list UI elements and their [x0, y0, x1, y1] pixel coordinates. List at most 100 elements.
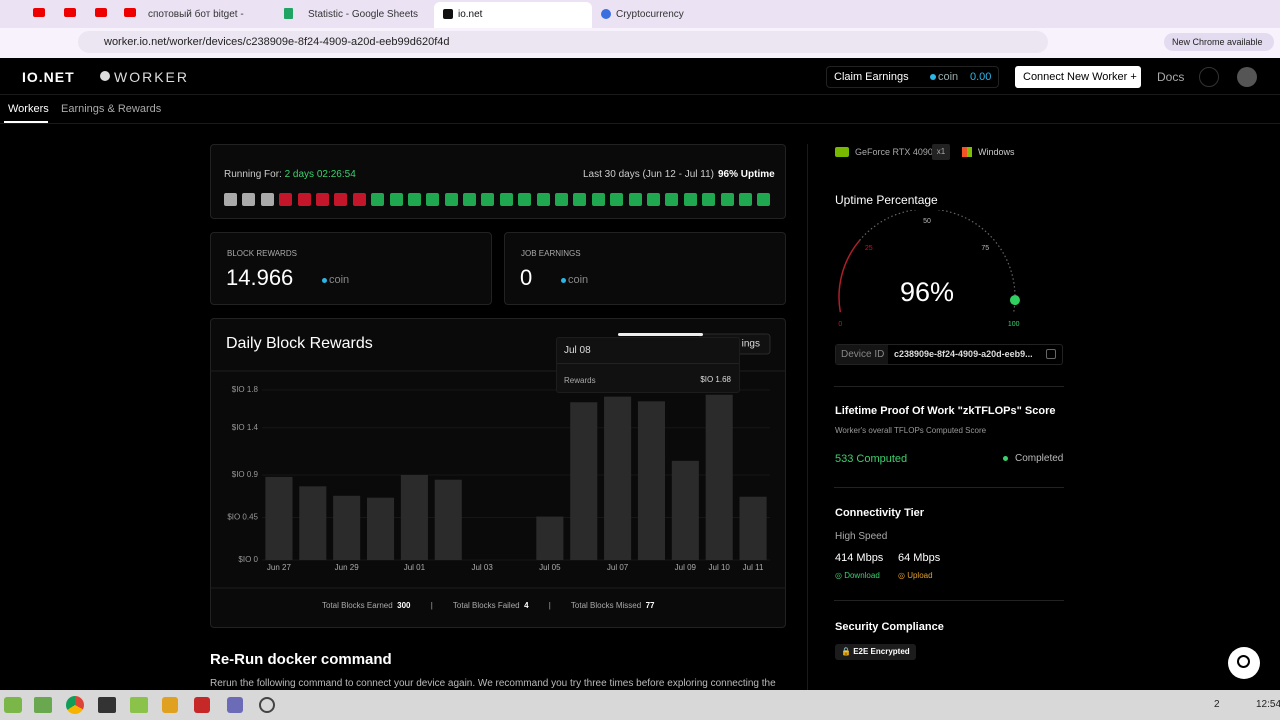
app[interactable]: [98, 697, 116, 713]
gauge-arc: [838, 239, 861, 313]
product: WORKER: [114, 69, 189, 85]
sec-title: Security Compliance: [835, 621, 944, 633]
tab-icon[interactable]: [64, 8, 76, 17]
bar: [434, 479, 462, 560]
gauge-arc: [859, 210, 1016, 313]
gauge-tick-label: 25: [865, 245, 873, 252]
day: [610, 193, 624, 206]
tab-icon[interactable]: [33, 8, 45, 17]
gpu: GeForce RTX 4090: [855, 147, 933, 157]
menu[interactable]: [4, 697, 22, 713]
day: [757, 193, 771, 206]
logo[interactable]: IO.NET: [22, 69, 75, 85]
app[interactable]: [130, 697, 148, 713]
bar: [739, 496, 767, 560]
pow-sub: Worker's overall TFLOPs Computed Score: [835, 426, 987, 435]
device-label: Device ID: [836, 345, 888, 364]
taskbar: [0, 690, 1280, 720]
section-text: Rerun the following command to connect y…: [210, 678, 776, 689]
omnibox[interactable]: [78, 31, 1048, 53]
settings-label[interactable]: ings: [742, 339, 760, 350]
chart-title: Daily Block Rewards: [226, 335, 373, 352]
tab[interactable]: Statistic - Google Sheets: [308, 9, 419, 20]
bar: [604, 396, 632, 560]
coin-dot: [561, 278, 566, 283]
coin: coin: [568, 274, 589, 286]
docs[interactable]: Docs: [1157, 70, 1185, 84]
day: [646, 193, 660, 206]
day: [518, 193, 532, 206]
day: [683, 193, 697, 206]
day: [628, 193, 642, 206]
active-tab: [434, 2, 592, 28]
day: [720, 193, 734, 206]
tab-strip: [0, 0, 1280, 28]
app[interactable]: [34, 697, 52, 713]
running-label: Running For: 2 days 02:26:54: [224, 169, 356, 180]
app[interactable]: [259, 697, 275, 713]
tab[interactable]: спотовый бот bitget - YouTub: [148, 9, 244, 20]
x-tick-label: Jul 03: [471, 563, 493, 572]
claim-label[interactable]: Claim Earnings: [834, 71, 909, 83]
day: [499, 193, 513, 206]
app[interactable]: [66, 696, 84, 714]
copy-icon[interactable]: [1046, 349, 1056, 359]
divider: [807, 144, 808, 690]
divider: [557, 363, 739, 364]
divider: [834, 487, 1064, 488]
x-tick-label: Jun 27: [267, 563, 292, 572]
day: [352, 193, 366, 206]
status-dot: [1003, 456, 1008, 461]
tab[interactable]: Cryptocurrency Converter an: [616, 9, 684, 20]
connect-button[interactable]: Connect New Worker +: [1015, 66, 1141, 88]
x-tick-label: Jul 11: [743, 563, 764, 572]
total-label: Total Blocks Earned: [322, 601, 393, 610]
day: [334, 193, 348, 206]
gpu-icon: [835, 147, 849, 157]
y-tick-label: $IO 0.9: [232, 470, 259, 479]
tab-indicator: [618, 333, 703, 336]
day: [591, 193, 605, 206]
day: [224, 193, 237, 206]
bell[interactable]: [1199, 67, 1219, 87]
balance: 0.00: [970, 71, 992, 83]
pow-status: Completed: [1015, 453, 1064, 464]
bar: [333, 495, 361, 560]
day: [536, 193, 550, 206]
gauge-tick-label: 50: [923, 218, 931, 225]
divider: [0, 123, 1280, 124]
avatar[interactable]: [1237, 67, 1257, 87]
bar: [705, 394, 733, 560]
bar: [637, 401, 666, 560]
gpu-count: x1: [932, 144, 950, 160]
y-tick-label: $IO 1.4: [232, 423, 259, 432]
gauge-tick-label: 75: [981, 245, 989, 252]
gauge-marker: [1009, 295, 1020, 306]
day: [738, 193, 752, 206]
app[interactable]: [227, 697, 243, 713]
tab-icon: [284, 8, 293, 19]
nav-item[interactable]: Earnings & Rewards: [61, 103, 162, 115]
clock: 12:54: [1256, 699, 1280, 710]
coin-dot: [322, 278, 327, 283]
gauge-tick-label: 0: [838, 321, 842, 328]
x-tick-label: Jul 07: [607, 563, 629, 572]
logo-dot: [100, 71, 110, 81]
tab-icon: [443, 9, 453, 19]
nav-item[interactable]: Workers: [8, 103, 49, 115]
coin: coin: [329, 274, 350, 286]
tab[interactable]: io.net: [458, 9, 483, 20]
stat-value: 14.966: [226, 265, 294, 290]
gauge: 96% 0 25 50 75 100: [838, 210, 1020, 328]
tooltip-title: Jul 08: [564, 345, 591, 356]
app[interactable]: [194, 697, 210, 713]
update-button[interactable]: New Chrome available: [1164, 33, 1274, 51]
url[interactable]: worker.io.net/worker/devices/c238909e-8f…: [104, 36, 450, 48]
section-title: Re-Run docker command: [210, 651, 392, 668]
claim-box[interactable]: [826, 66, 999, 88]
app[interactable]: [162, 697, 178, 713]
tab-icon[interactable]: [95, 8, 107, 17]
coin: coin: [938, 71, 959, 83]
day: [297, 193, 311, 206]
